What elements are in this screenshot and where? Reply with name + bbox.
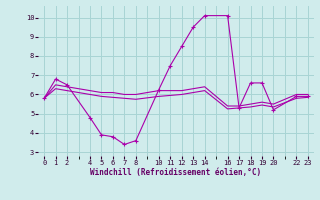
- X-axis label: Windchill (Refroidissement éolien,°C): Windchill (Refroidissement éolien,°C): [91, 168, 261, 177]
